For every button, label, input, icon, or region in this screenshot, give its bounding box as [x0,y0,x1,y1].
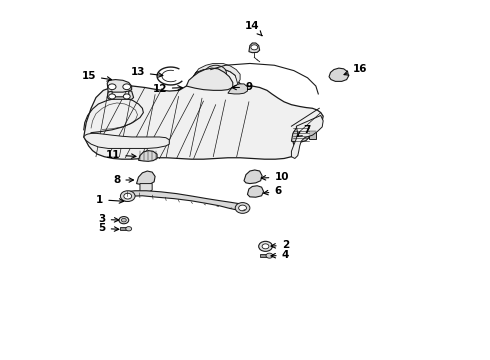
Polygon shape [194,63,240,84]
Circle shape [126,226,132,231]
Polygon shape [107,91,134,99]
Text: 7: 7 [297,125,311,136]
Circle shape [239,205,246,211]
Polygon shape [247,186,264,197]
Circle shape [109,94,116,99]
Circle shape [235,203,250,213]
Polygon shape [121,227,128,230]
Text: 9: 9 [232,82,252,93]
Text: 5: 5 [98,224,119,233]
Polygon shape [228,84,247,94]
Circle shape [119,217,129,224]
Polygon shape [249,43,260,53]
Polygon shape [140,184,152,192]
Text: 16: 16 [344,64,367,75]
Circle shape [123,84,131,90]
Circle shape [210,69,221,77]
Circle shape [121,191,135,202]
Text: 2: 2 [271,240,289,250]
Circle shape [123,94,130,99]
Polygon shape [124,191,245,211]
Text: 14: 14 [245,21,262,36]
Polygon shape [139,150,157,161]
Polygon shape [292,116,323,158]
Text: 8: 8 [113,175,133,185]
Text: 3: 3 [98,215,119,224]
Text: 15: 15 [81,71,112,81]
Polygon shape [186,68,233,90]
Circle shape [108,84,116,90]
Text: 12: 12 [152,84,182,94]
Circle shape [262,244,269,249]
Text: 13: 13 [130,67,163,77]
Circle shape [266,253,273,258]
Text: 11: 11 [106,150,136,160]
Polygon shape [137,171,155,185]
Circle shape [251,45,258,50]
Polygon shape [292,126,310,142]
Circle shape [205,65,226,81]
Circle shape [259,241,272,251]
Polygon shape [310,130,316,139]
Text: 10: 10 [261,172,289,182]
Polygon shape [84,68,323,159]
Text: 1: 1 [96,195,123,205]
Polygon shape [329,68,348,81]
Polygon shape [84,134,169,148]
Polygon shape [260,254,269,257]
Circle shape [122,219,126,222]
Polygon shape [244,170,262,184]
Circle shape [124,193,132,199]
Polygon shape [107,80,132,92]
Text: 4: 4 [271,250,289,260]
Text: 6: 6 [264,186,282,197]
